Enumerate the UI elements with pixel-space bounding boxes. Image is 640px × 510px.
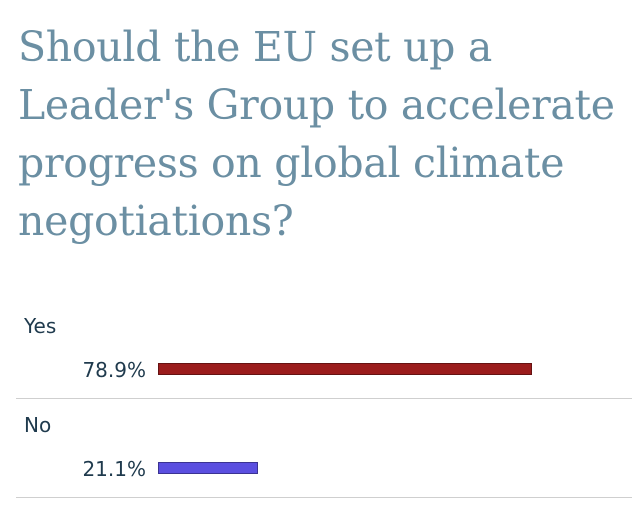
option-percent: 78.9% xyxy=(82,358,146,382)
poll-option-no: No 21.1% xyxy=(16,399,632,498)
bar-track xyxy=(158,363,632,375)
bar-no xyxy=(158,462,258,474)
poll-question: Should the EU set up a Leader's Group to… xyxy=(18,23,615,245)
option-percent: 21.1% xyxy=(82,457,146,481)
bar-track xyxy=(158,462,632,474)
option-label: No xyxy=(24,413,52,437)
poll-option-yes: Yes 78.9% xyxy=(16,300,632,399)
option-label: Yes xyxy=(24,314,57,338)
poll-results: Yes 78.9% No 21.1% xyxy=(16,300,632,498)
bar-yes xyxy=(158,363,532,375)
